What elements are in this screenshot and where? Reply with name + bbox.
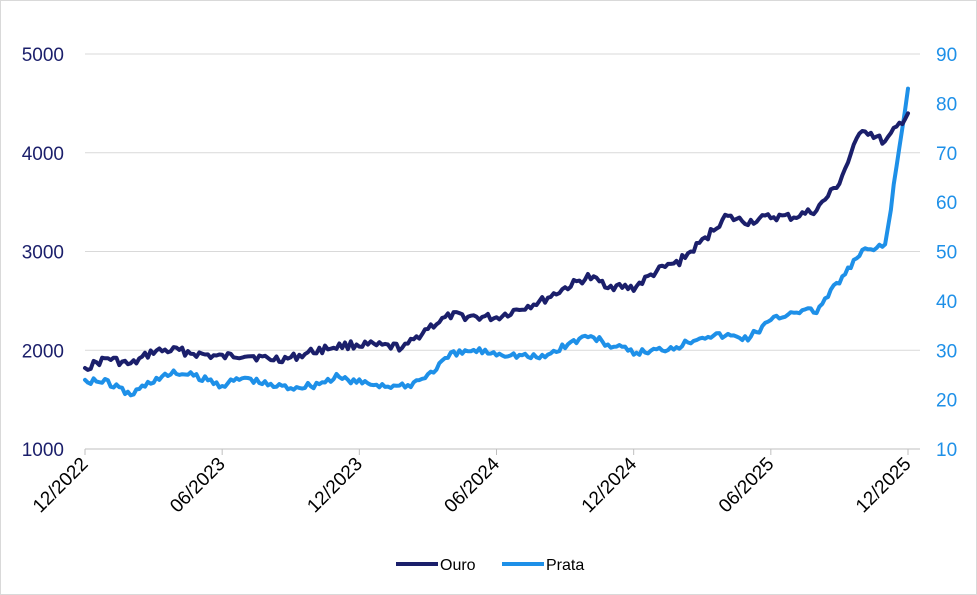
series-line-prata (83, 86, 910, 398)
gridlines (85, 53, 920, 351)
left-axis-ticks: 1000 2000 3000 4000 5000 (22, 45, 64, 461)
right-tick-label: 10 (936, 440, 957, 461)
right-tick-label: 90 (936, 45, 957, 66)
right-tick-label: 70 (936, 144, 957, 165)
legend: Ouro Prata (396, 557, 584, 574)
x-tick-label: 12/2022 (29, 454, 92, 517)
x-tick-label: 06/2023 (166, 454, 229, 517)
x-tick-label: 12/2023 (303, 454, 366, 517)
right-tick-label: 20 (936, 391, 957, 412)
right-tick-label: 60 (936, 193, 957, 214)
legend-label-ouro: Ouro (440, 557, 476, 574)
left-tick-label: 4000 (22, 144, 64, 165)
right-tick-label: 50 (936, 243, 957, 264)
left-tick-label: 5000 (22, 45, 64, 66)
x-tick-label: 12/2024 (578, 453, 642, 517)
x-tick-label: 06/2024 (441, 453, 505, 517)
left-tick-label: 1000 (22, 440, 64, 461)
right-tick-label: 30 (936, 341, 957, 362)
series-group (83, 86, 910, 398)
right-tick-label: 80 (936, 94, 957, 115)
series-line-ouro (83, 111, 910, 372)
left-tick-label: 2000 (22, 341, 64, 362)
x-tick-label: 06/2025 (715, 454, 778, 517)
x-axis-ticks: 12/2022 06/2023 12/2023 06/2024 12/2024 06/20… (29, 449, 916, 517)
legend-label-prata: Prata (546, 557, 584, 574)
left-tick-label: 3000 (22, 243, 64, 264)
right-tick-label: 40 (936, 292, 957, 313)
right-axis-ticks: 10 20 30 40 50 60 70 80 90 (936, 45, 957, 461)
x-tick-label: 12/2025 (852, 454, 915, 517)
